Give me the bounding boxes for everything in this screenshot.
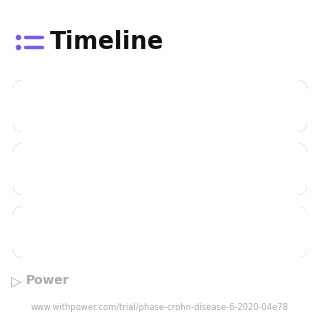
Text: 3 weeks: 3 weeks (238, 99, 295, 113)
FancyBboxPatch shape (13, 80, 307, 132)
Text: Follow ups ~: Follow ups ~ (31, 225, 120, 239)
Text: Timeline: Timeline (50, 30, 164, 54)
Text: Screening ~: Screening ~ (31, 99, 116, 113)
Text: www.withpower.com/trial/phase-crohn-disease-6-2020-04e78: www.withpower.com/trial/phase-crohn-dise… (31, 302, 289, 312)
FancyBboxPatch shape (13, 206, 307, 258)
Text: 1 and 5 years: 1 and 5 years (200, 225, 295, 239)
Text: Varies: Varies (253, 162, 295, 176)
FancyBboxPatch shape (13, 143, 307, 195)
Text: Treatment ~: Treatment ~ (31, 162, 118, 176)
Text: ▷: ▷ (11, 274, 21, 288)
Text: Power: Power (26, 274, 70, 287)
